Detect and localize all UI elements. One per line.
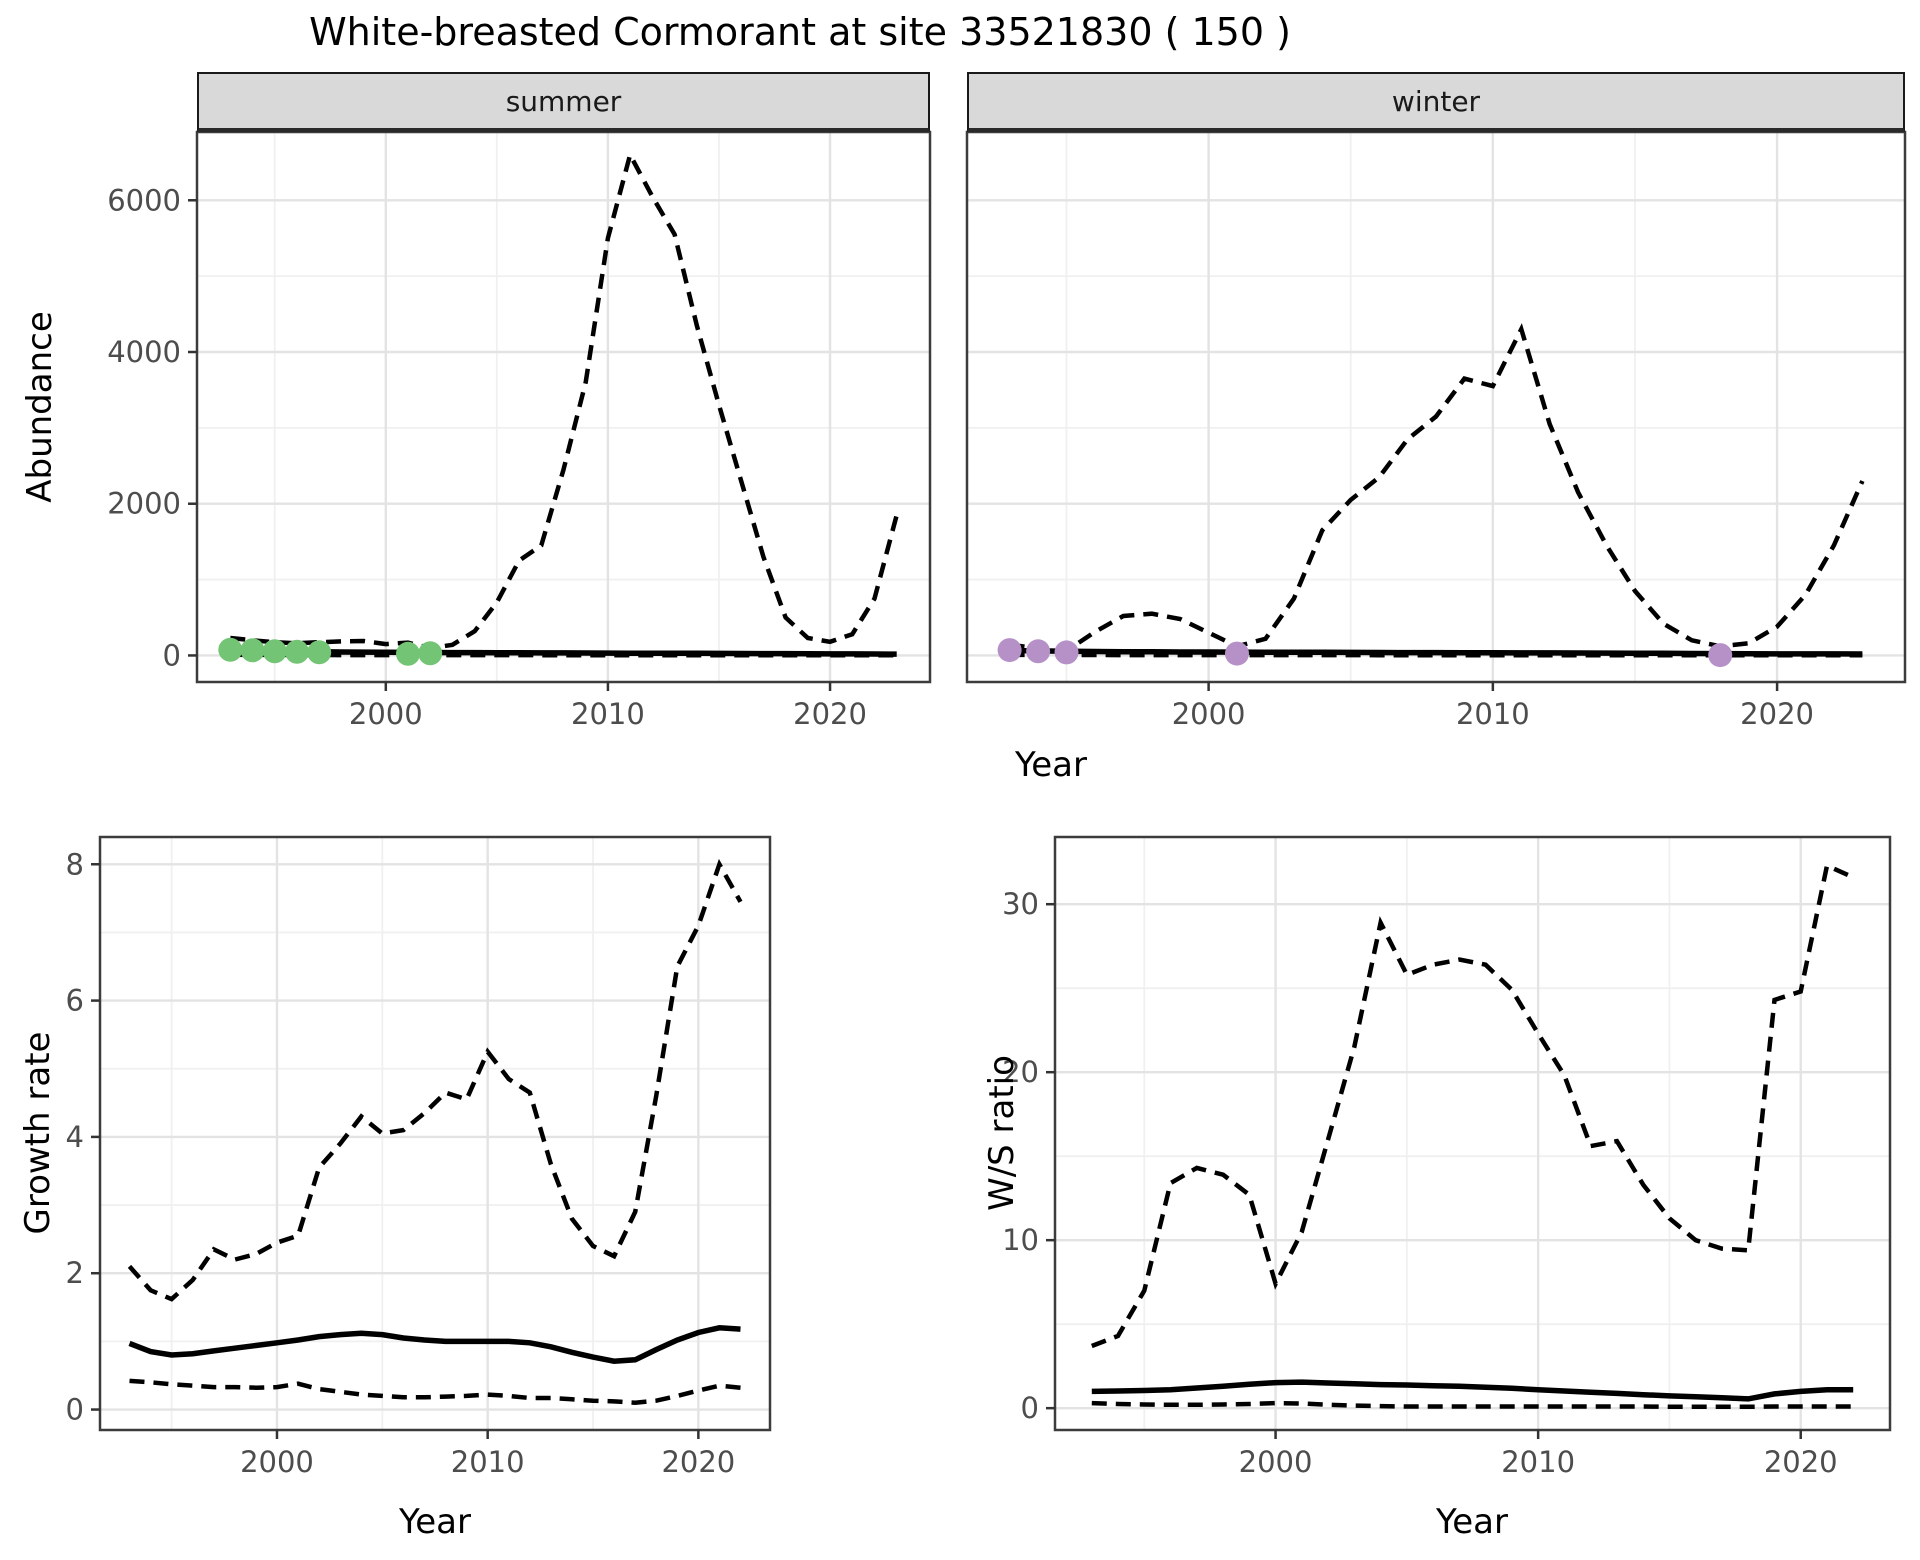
panel-border bbox=[98, 835, 772, 1432]
y-tick-label: 2 bbox=[66, 1256, 84, 1290]
facet-label-winter: winter bbox=[1391, 84, 1481, 118]
series-median bbox=[1091, 1379, 1854, 1402]
observed_abundance_summer bbox=[240, 638, 265, 663]
x-tick-label: 2020 bbox=[793, 697, 867, 731]
y-tick-label: 6000 bbox=[107, 183, 181, 217]
y-tick-label: 0 bbox=[163, 638, 181, 672]
series-upper_ci bbox=[127, 858, 743, 1302]
observed_abundance_winter bbox=[997, 638, 1022, 663]
y-axis-title-abundance: Abundance bbox=[20, 311, 60, 503]
y-tick-label: 6 bbox=[66, 984, 84, 1018]
y-tick-label: 8 bbox=[66, 847, 84, 881]
x-tick-label: 2000 bbox=[1239, 1445, 1313, 1479]
facet-strip-winter: winter bbox=[967, 72, 1905, 132]
panel-winter: 2000 2010 2020 bbox=[965, 130, 1907, 731]
observed_abundance_winter bbox=[1225, 641, 1249, 666]
panel-summer: 2000 2010 2020 0 2000 4000 6000 bbox=[107, 130, 932, 731]
panel-border bbox=[195, 130, 932, 684]
x-tick-label: 2010 bbox=[1456, 697, 1530, 731]
x-tick-label: 2010 bbox=[1501, 1445, 1575, 1479]
observed_abundance_summer bbox=[262, 639, 287, 664]
panel-border bbox=[965, 130, 1907, 684]
y-axis-title-ws-ratio: W/S ratio bbox=[982, 1055, 1022, 1211]
x-tick-label: 2000 bbox=[349, 697, 423, 731]
x-axis-title-year-top: Year bbox=[1015, 745, 1087, 785]
observed_abundance_winter bbox=[1054, 640, 1079, 665]
x-tick-label: 2010 bbox=[451, 1445, 525, 1479]
y-axis-title-growth-rate: Growth rate bbox=[18, 1031, 58, 1235]
y-tick-label: 0 bbox=[66, 1393, 84, 1427]
x-tick-label: 2020 bbox=[1764, 1445, 1838, 1479]
facet-label-summer: summer bbox=[505, 84, 622, 118]
x-axis-title-year-bottom-left: Year bbox=[399, 1502, 471, 1542]
x-tick-label: 2020 bbox=[1740, 697, 1814, 731]
series-lower_ci bbox=[1091, 1400, 1854, 1410]
panel-Growth rate: 2000 2010 2020 0 2 4 6 8 bbox=[66, 835, 772, 1479]
x-tick-label: 2010 bbox=[571, 697, 645, 731]
facet-strip-summer: summer bbox=[197, 72, 930, 132]
observed_abundance_winter bbox=[1026, 639, 1051, 664]
chart-title: White-breasted Cormorant at site 3352183… bbox=[309, 10, 1291, 54]
observed_abundance_summer bbox=[285, 639, 309, 664]
y-tick-label: 4000 bbox=[107, 335, 181, 369]
y-tick-label: 30 bbox=[1002, 887, 1039, 921]
observed_abundance_winter bbox=[1708, 643, 1733, 668]
series-median bbox=[128, 1325, 741, 1364]
y-tick-label: 2000 bbox=[107, 487, 181, 521]
series-upper_ci bbox=[1090, 862, 1855, 1349]
x-axis-title-year-bottom-right: Year bbox=[1436, 1502, 1508, 1542]
x-tick-label: 2020 bbox=[661, 1445, 735, 1479]
series-lower_ci-summer bbox=[230, 652, 897, 658]
y-tick-label: 10 bbox=[1002, 1223, 1039, 1257]
x-tick-label: 2000 bbox=[240, 1445, 314, 1479]
x-tick-label: 2000 bbox=[1172, 697, 1246, 731]
series-upper_ci-summer bbox=[230, 148, 899, 651]
observed_abundance_summer bbox=[396, 641, 420, 666]
panel-border bbox=[1053, 835, 1892, 1432]
y-tick-label: 20 bbox=[1002, 1055, 1039, 1089]
observed_abundance_summer bbox=[218, 637, 243, 662]
y-tick-label: 4 bbox=[66, 1120, 84, 1154]
observed_abundance_summer bbox=[307, 640, 332, 665]
y-tick-label: 0 bbox=[1021, 1391, 1039, 1425]
series-lower_ci bbox=[129, 1378, 741, 1405]
observed_abundance_summer bbox=[418, 641, 443, 666]
panel-W/S ratio: 2000 2010 2020 0 10 20 30 bbox=[1002, 835, 1892, 1479]
